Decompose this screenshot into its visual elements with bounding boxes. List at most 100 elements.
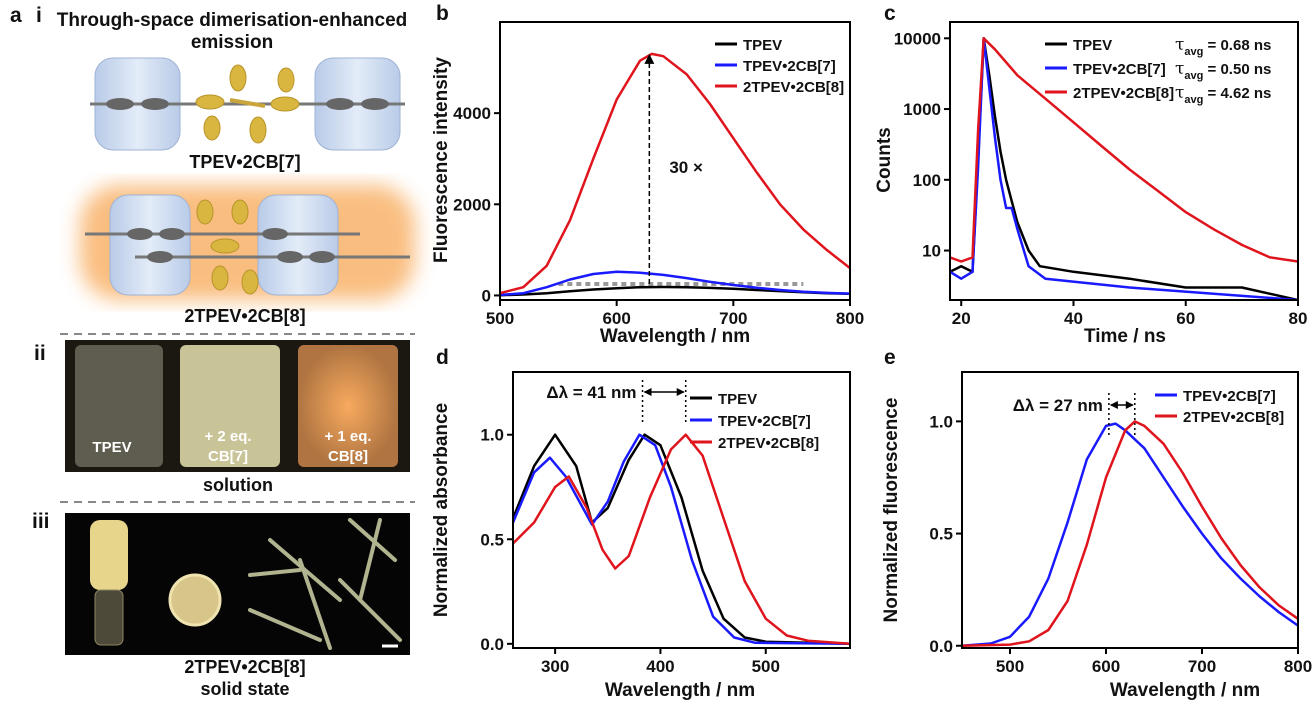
data-line (962, 422, 1298, 648)
y-tick-label: 0 (482, 286, 491, 305)
y-tick-label: 1.0 (929, 412, 953, 431)
y-tick-label: 1000 (903, 100, 941, 119)
legend-label: 2TPEV•2CB[8] (743, 79, 844, 96)
x-tick-label: 500 (752, 657, 780, 676)
tau-symbol: τ (1175, 59, 1184, 79)
plot-frame (961, 371, 1299, 649)
photo-label: + 2 eq. (204, 428, 251, 445)
molecule-label: TPEV•2CB[7] (189, 152, 300, 172)
data-line (500, 52, 850, 295)
data-line (513, 433, 850, 646)
photo-label: TPEV (92, 439, 131, 456)
x-tick-label: 20 (952, 309, 971, 328)
tau-subscript: avg (1184, 70, 1203, 82)
sub-label: ii (34, 342, 46, 365)
y-tick-label: 2000 (453, 195, 491, 214)
legend-label: TPEV (1073, 37, 1112, 54)
plot-frame (499, 21, 851, 301)
legend-label: 2TPEV•2CB[8] (718, 435, 819, 452)
y-tick-label: 10 (922, 242, 941, 261)
caption: solution (203, 475, 273, 495)
y-axis-label: Fluorescence intensity (431, 57, 452, 263)
legend-label: TPEV•2CB[7] (1073, 61, 1166, 78)
arrow-head (644, 53, 655, 64)
plot-frame (512, 371, 851, 649)
tau-value: = 4.62 ns (1203, 85, 1271, 102)
molecule-label: 2TPEV•2CB[8] (184, 306, 305, 326)
x-tick-label: 600 (602, 309, 630, 328)
legend-label: TPEV (743, 37, 782, 54)
data-line (950, 37, 1298, 263)
y-axis-label: Counts (874, 127, 895, 192)
caption: 2TPEV•2CB[8] (184, 657, 305, 677)
molecule-illustration (90, 57, 405, 151)
tau-symbol: τ (1175, 83, 1184, 103)
y-tick-label: 0.0 (929, 637, 953, 656)
legend-label: TPEV•2CB[7] (718, 413, 811, 430)
tau-subscript: avg (1184, 46, 1203, 58)
tau-value: = 0.50 ns (1203, 61, 1271, 78)
y-axis-label: Normalized absorbance (431, 403, 452, 617)
x-tick-label: 80 (1289, 309, 1308, 328)
x-tick-label: 700 (1188, 657, 1216, 676)
data-line (513, 433, 850, 646)
x-tick-label: 700 (719, 309, 747, 328)
x-axis-label: Wavelength / nm (1110, 680, 1260, 701)
lifetime-label: τavg = 0.50 ns (1175, 59, 1271, 82)
panel-label: b (436, 2, 449, 25)
x-axis-label: Wavelength / nm (605, 680, 755, 701)
lifetime-label: τavg = 0.68 ns (1175, 35, 1271, 58)
y-axis-label: Normalized fluorescence (881, 398, 902, 623)
y-tick-label: 0.5 (929, 525, 953, 544)
y-tick-label: 0.0 (480, 635, 504, 654)
panel-label: e (884, 346, 896, 369)
legend-label: TPEV (718, 391, 757, 408)
data-line (513, 433, 850, 646)
panel-title: Through-space dimerisation-enhanced (57, 10, 408, 31)
annotation: Δλ = 27 nm (1013, 396, 1103, 415)
x-tick-label: 500 (996, 657, 1024, 676)
x-tick-label: 400 (646, 657, 674, 676)
tau-value: = 0.68 ns (1203, 37, 1271, 54)
solution-photo (65, 340, 410, 472)
lifetime-label: τavg = 4.62 ns (1175, 83, 1271, 106)
photo-label: CB[8] (328, 448, 368, 465)
tau-symbol: τ (1175, 35, 1184, 55)
y-tick-label: 4000 (453, 104, 491, 123)
y-tick-label: 10000 (894, 29, 941, 48)
panel-label: d (436, 346, 449, 369)
annotation: Δλ = 41 nm (546, 383, 636, 402)
data-line (962, 420, 1298, 648)
photo-label: CB[7] (208, 448, 248, 465)
legend-label: 2TPEV•2CB[8] (1073, 85, 1174, 102)
photo-label: + 1 eq. (324, 428, 371, 445)
sub-label: i (36, 4, 42, 27)
dimer-illustration (80, 185, 415, 300)
plot-frame (949, 21, 1299, 301)
x-tick-label: 800 (836, 309, 864, 328)
legend-label: TPEV•2CB[7] (743, 58, 836, 75)
arrow-head (1109, 401, 1134, 409)
sub-label: iii (32, 510, 50, 533)
legend-label: TPEV•2CB[7] (1183, 388, 1276, 405)
x-tick-label: 500 (486, 309, 514, 328)
solid-photo (65, 513, 410, 655)
y-tick-label: 1.0 (480, 426, 504, 445)
panel-label: c (884, 2, 896, 25)
legend-label: 2TPEV•2CB[8] (1183, 409, 1284, 426)
x-tick-label: 800 (1284, 657, 1312, 676)
caption: solid state (200, 679, 289, 699)
x-tick-label: 40 (1064, 309, 1083, 328)
x-axis-label: Time / ns (1084, 326, 1166, 347)
y-tick-label: 100 (913, 171, 941, 190)
annotation: 30 × (669, 158, 703, 177)
panel-title: emission (191, 32, 273, 53)
x-tick-label: 300 (541, 657, 569, 676)
data-line (500, 270, 850, 297)
tau-subscript: avg (1184, 94, 1203, 106)
x-axis-label: Wavelength / nm (600, 326, 750, 347)
x-tick-label: 60 (1176, 309, 1195, 328)
y-tick-label: 0.5 (480, 530, 504, 549)
